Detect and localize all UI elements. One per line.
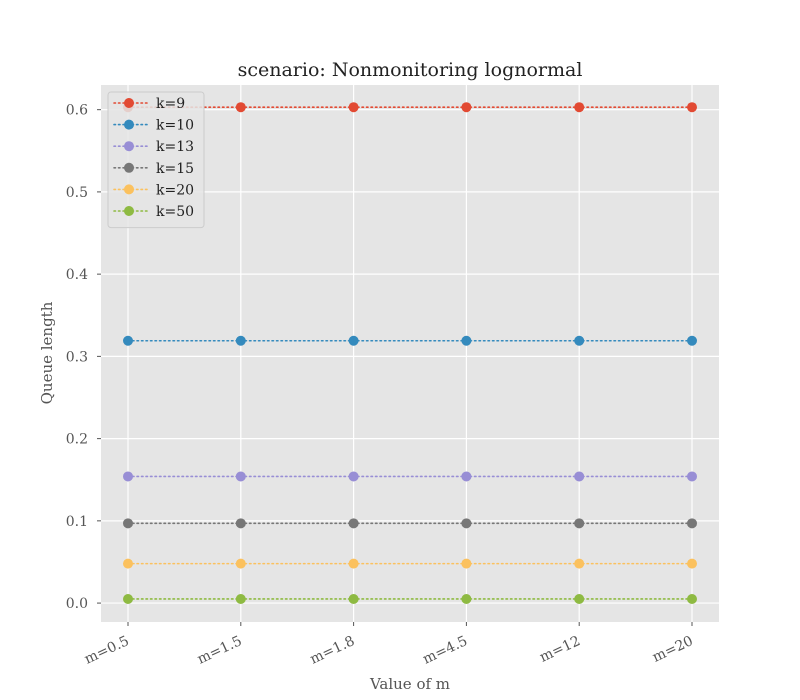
data-point (687, 335, 697, 346)
data-point (348, 335, 359, 346)
data-point (461, 335, 472, 346)
series-k=13 (123, 471, 697, 482)
data-point (687, 558, 697, 569)
data-point (123, 335, 133, 346)
series-layer (123, 102, 697, 604)
data-point (235, 335, 246, 346)
data-point (348, 471, 359, 482)
legend-item: k=15 (113, 161, 194, 177)
legend: k=9 k=10 k=13 k=15 k=20 k=50 (107, 91, 205, 229)
legend-marker (124, 119, 134, 130)
data-point (123, 471, 133, 482)
series-k=15 (123, 518, 697, 529)
legend-label: k=13 (156, 139, 194, 155)
y-tick-label: 0.4 (66, 267, 88, 283)
x-axis-ticks: m=0.5 m=1.5 m=1.8 m=4.5 m=12 m=20 (82, 622, 696, 668)
data-point (574, 518, 585, 529)
data-point (687, 102, 697, 113)
x-axis-label: Value of m (369, 675, 450, 693)
data-point (574, 102, 585, 113)
legend-label: k=20 (156, 182, 194, 198)
chart-title: scenario: Nonmonitoring lognormal (238, 59, 583, 81)
legend-label: k=9 (156, 96, 185, 112)
data-point (687, 471, 697, 482)
data-point (235, 593, 246, 604)
data-point (235, 518, 246, 529)
data-point (461, 518, 472, 529)
x-tick-label: m=0.5 (82, 633, 132, 667)
legend-marker (124, 206, 134, 216)
data-point (348, 593, 359, 604)
data-point (348, 558, 359, 569)
data-point (574, 471, 585, 482)
y-axis-ticks: 0.0 0.1 0.2 0.3 0.4 0.5 0.6 (66, 103, 101, 612)
y-tick-label: 0.1 (66, 514, 88, 530)
legend-marker (124, 98, 134, 108)
data-point (348, 102, 359, 113)
legend-label: k=15 (156, 161, 194, 177)
data-point (574, 593, 585, 604)
series-k=10 (123, 335, 697, 346)
y-tick-label: 0.3 (66, 349, 88, 365)
data-point (235, 471, 246, 482)
data-point (235, 558, 246, 569)
legend-item: k=50 (113, 204, 194, 220)
data-point (461, 593, 472, 604)
y-tick-label: 0.5 (66, 185, 88, 201)
legend-marker (124, 162, 134, 173)
data-point (461, 102, 472, 113)
x-tick-label: m=1.8 (308, 633, 358, 667)
legend-marker (124, 141, 134, 152)
data-point (687, 518, 697, 529)
legend-marker (124, 184, 134, 195)
legend-item: k=20 (113, 182, 194, 198)
y-axis-label: Queue length (38, 301, 56, 404)
y-tick-label: 0.2 (66, 432, 88, 448)
x-tick-label: m=1.5 (195, 633, 245, 667)
legend-label: k=50 (156, 204, 194, 220)
series-k=20 (123, 558, 697, 569)
data-point (461, 471, 472, 482)
data-point (687, 593, 697, 604)
x-tick-label: m=4.5 (420, 633, 470, 667)
x-tick-label: m=12 (537, 633, 583, 666)
legend-item: k=10 (113, 118, 194, 134)
y-tick-label: 0.0 (66, 596, 88, 612)
legend-item: k=9 (113, 96, 185, 112)
data-point (348, 518, 359, 529)
legend-item: k=13 (113, 139, 194, 155)
data-point (123, 558, 133, 569)
y-tick-label: 0.6 (66, 103, 88, 119)
data-point (574, 335, 585, 346)
legend-label: k=10 (156, 118, 194, 134)
data-point (235, 102, 246, 113)
data-point (123, 518, 133, 529)
x-tick-label: m=20 (650, 633, 696, 666)
data-point (123, 593, 133, 604)
data-point (461, 558, 472, 569)
data-point (574, 558, 585, 569)
series-k=50 (123, 593, 697, 604)
